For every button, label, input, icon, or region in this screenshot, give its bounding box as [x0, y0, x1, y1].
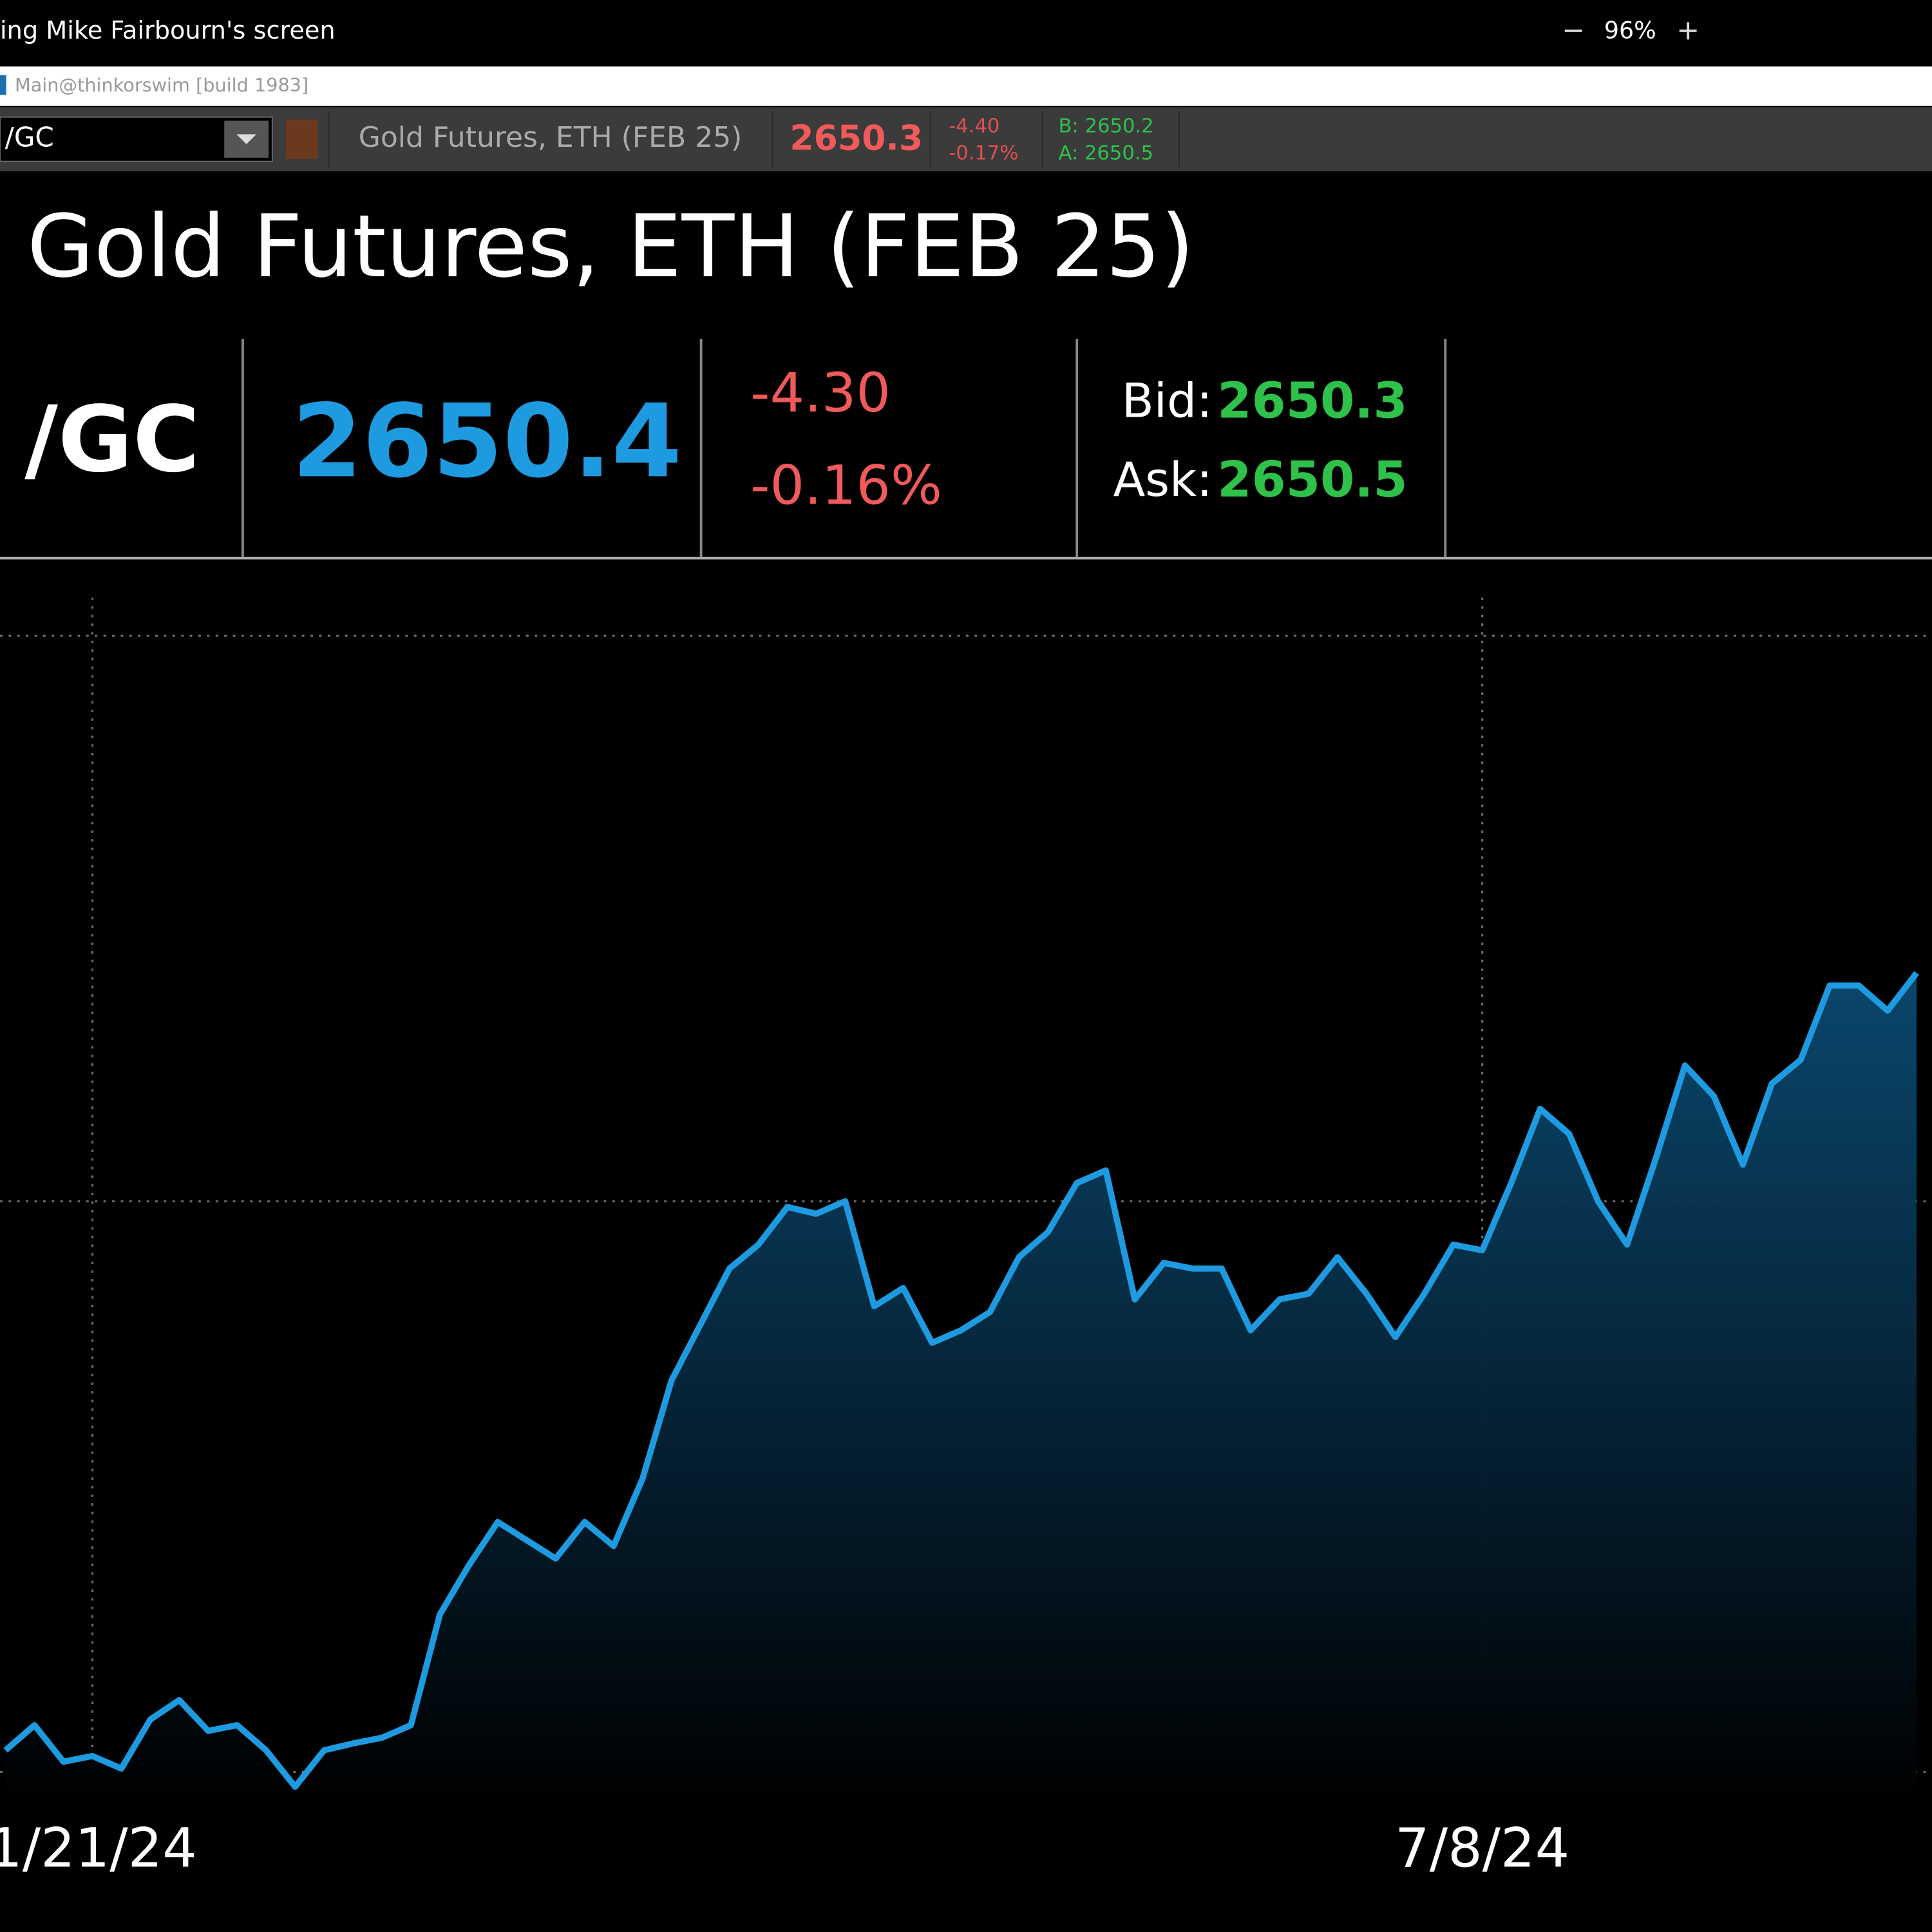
- toolbar-bid: B: 2650.2: [1058, 115, 1153, 138]
- dropdown-arrow: [236, 134, 256, 144]
- header-change-pct: -0.16%: [750, 454, 942, 517]
- app-icon: [0, 75, 6, 95]
- plot: 1/21/24 7/8/24: [0, 597, 1919, 1880]
- toolbar-last: 2650.3: [790, 118, 923, 158]
- x-tick-label: 7/8/24: [1395, 1817, 1569, 1880]
- header-ask: 2650.5: [1217, 451, 1407, 509]
- toolbar-change-pct: -0.17%: [949, 142, 1018, 165]
- sharing-text: ing Mike Fairbourn's screen: [0, 16, 336, 45]
- bid-label: Bid:: [1122, 375, 1213, 429]
- price-line: [3, 971, 1919, 1790]
- header-change: -4.30: [750, 361, 891, 424]
- toolbar-change: -4.40: [949, 115, 999, 138]
- zoom-level: 96%: [1604, 17, 1656, 44]
- instrument-title: Gold Futures, ETH (FEB 25): [27, 196, 1194, 297]
- header-symbol: /GC: [24, 387, 200, 493]
- symbol-input-text: /GC: [5, 122, 54, 153]
- window-title: Main@thinkorswim [build 1983]: [15, 74, 308, 96]
- x-tick-label: 1/21/24: [0, 1817, 197, 1880]
- toolbar-description: Gold Futures, ETH (FEB 25): [359, 121, 743, 154]
- ask-label: Ask:: [1113, 453, 1212, 507]
- zoom-in[interactable]: [1679, 22, 1697, 40]
- window-title-bar: [0, 66, 1932, 106]
- sharing-bar: [0, 0, 1932, 66]
- header-bid: 2650.3: [1217, 373, 1407, 430]
- link-button[interactable]: [285, 119, 318, 159]
- area-fill: [5, 972, 1917, 1805]
- toolbar-ask: A: 2650.5: [1058, 142, 1153, 165]
- toolbar: [0, 107, 1932, 171]
- header-last: 2650.4: [292, 382, 681, 500]
